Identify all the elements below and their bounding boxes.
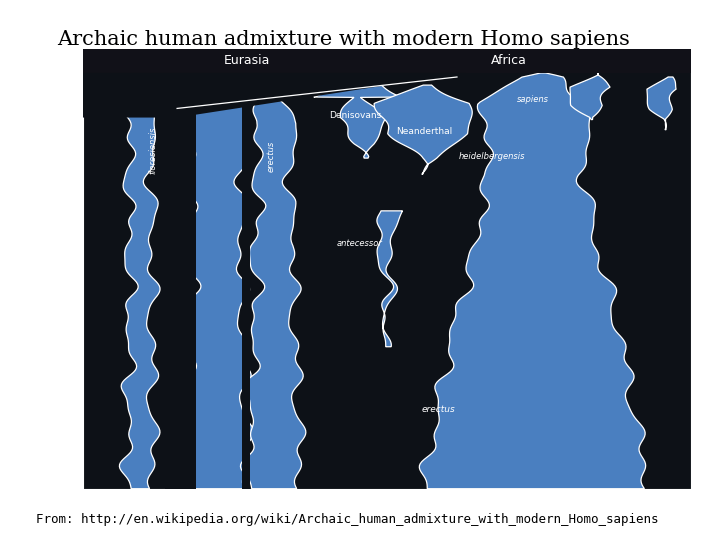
Text: floresiensis: floresiensis [148, 126, 157, 174]
Text: Archaic human admixture with modern Homo sapiens: Archaic human admixture with modern Homo… [58, 30, 631, 49]
Text: Eurasia: Eurasia [224, 54, 270, 68]
Polygon shape [377, 211, 402, 347]
Text: heidelbergensis: heidelbergensis [459, 152, 526, 160]
Bar [83, 49, 691, 73]
Polygon shape [314, 83, 401, 158]
Text: Neanderthal: Neanderthal [397, 127, 453, 136]
Polygon shape [374, 85, 472, 174]
Text: erectus: erectus [422, 405, 456, 414]
Polygon shape [240, 89, 306, 489]
Text: From: http://en.wikipedia.org/wiki/Archaic_human_admixture_with_modern_Homo_sapi: From: http://en.wikipedia.org/wiki/Archa… [36, 514, 659, 526]
Polygon shape [647, 77, 676, 130]
Text: sapiens: sapiens [517, 95, 549, 104]
Text: Denisovans: Denisovans [328, 111, 381, 120]
Text: erectus: erectus [267, 140, 276, 172]
Polygon shape [177, 81, 253, 489]
Text: Africa: Africa [491, 54, 526, 68]
Polygon shape [570, 73, 610, 119]
Text: antecessor: antecessor [337, 239, 382, 248]
Polygon shape [83, 73, 466, 118]
Polygon shape [242, 73, 250, 489]
Polygon shape [120, 89, 160, 489]
Polygon shape [165, 73, 196, 489]
Polygon shape [419, 73, 646, 489]
